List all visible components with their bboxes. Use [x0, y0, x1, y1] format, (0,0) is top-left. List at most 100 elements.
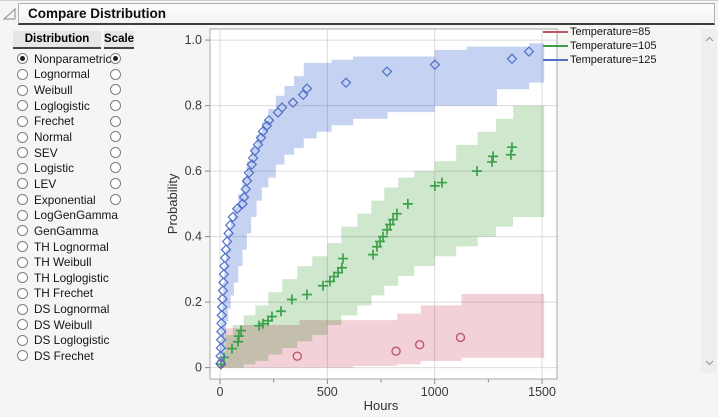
distribution-radio[interactable]: [17, 350, 28, 362]
distribution-radio[interactable]: [17, 147, 28, 159]
y-tick-label: 1.0: [185, 33, 202, 47]
distribution-column-header: Distribution: [13, 31, 101, 49]
scale-radio[interactable]: [110, 84, 121, 96]
distribution-row-lognormal: Lognormal: [13, 67, 178, 83]
distribution-radio[interactable]: [17, 334, 28, 346]
x-tick-label: 500: [317, 385, 338, 399]
distribution-radio[interactable]: [17, 272, 28, 284]
y-tick-label: 0.4: [185, 230, 202, 244]
distribution-row-th-weibull: TH Weibull: [13, 254, 178, 270]
distribution-label: Nonparametric: [34, 51, 112, 66]
distribution-row-weibull: Weibull: [13, 82, 178, 98]
outline-title-bar[interactable]: Compare Distribution: [18, 3, 715, 25]
distribution-label: Logistic: [34, 161, 74, 176]
distribution-row-ds-weibull: DS Weibull: [13, 317, 178, 333]
distribution-radio[interactable]: [17, 241, 28, 252]
legend-label: Temperature=85: [570, 26, 651, 38]
distribution-label: Normal: [34, 130, 73, 145]
vertical-scrollbar[interactable]: [701, 29, 717, 373]
distribution-row-sev: SEV: [13, 145, 178, 161]
distribution-radio[interactable]: [17, 84, 28, 96]
distribution-radio[interactable]: [17, 115, 28, 127]
distribution-row-loglogistic: Loglogistic: [13, 98, 178, 114]
distribution-radio[interactable]: [17, 178, 28, 190]
probability-plot: 0 500 1000 1500 1.0 0.8 0.6 0.4 0.2 0 Hours Probabi…: [165, 28, 558, 413]
distribution-radio[interactable]: [17, 319, 28, 331]
distribution-radio[interactable]: [17, 162, 28, 174]
distribution-label: DS Lognormal: [34, 302, 110, 317]
scale-radio[interactable]: [110, 178, 121, 190]
distribution-row-ds-frechet: DS Frechet: [13, 348, 178, 364]
distribution-label: LEV: [34, 176, 57, 191]
confidence-band-85: [225, 293, 545, 368]
axis-ticks: [205, 39, 543, 384]
distribution-label: Loglogistic: [34, 98, 90, 113]
distribution-label: DS Loglogistic: [34, 333, 110, 348]
confidence-band-125: [220, 43, 545, 368]
distribution-row-logistic: Logistic: [13, 160, 178, 176]
legend-line-swatch: [543, 31, 568, 33]
distribution-radio[interactable]: [17, 68, 28, 80]
y-tick-label: 0: [195, 361, 202, 375]
distribution-radio[interactable]: [17, 256, 28, 268]
scale-radio[interactable]: [110, 53, 121, 64]
x-tick-label: 1000: [421, 385, 449, 399]
distribution-label: Exponential: [34, 192, 96, 207]
distribution-row-th-frechet: TH Frechet: [13, 286, 178, 302]
distribution-list: Nonparametric Lognormal Weibull Loglogistic…: [13, 51, 178, 364]
plot-frame: [209, 28, 558, 380]
distribution-radio[interactable]: [17, 100, 28, 112]
series-markers-105: [216, 142, 517, 370]
scale-radio[interactable]: [110, 146, 121, 158]
legend-line-swatch: [543, 59, 568, 61]
scale-radio[interactable]: [110, 193, 121, 205]
distribution-row-lev: LEV: [13, 176, 178, 192]
distribution-row-frechet: Frechet: [13, 114, 178, 130]
distribution-radio[interactable]: [17, 194, 28, 206]
legend-item: Temperature=125: [543, 53, 657, 67]
x-tick-label: 1500: [528, 385, 556, 399]
scale-radio[interactable]: [110, 68, 121, 80]
scale-radio[interactable]: [110, 99, 121, 111]
distribution-label: Lognormal: [34, 67, 90, 82]
legend-line-swatch: [543, 45, 568, 47]
x-axis-label: Hours: [364, 398, 399, 413]
scale-column-header: Scale: [104, 31, 134, 49]
x-tick-label: 0: [217, 385, 224, 399]
distribution-label: TH Loglogistic: [34, 270, 109, 285]
y-tick-label: 0.8: [185, 99, 202, 113]
distribution-label: LogGenGamma: [34, 208, 118, 223]
distribution-row-ds-lognormal: DS Lognormal: [13, 301, 178, 317]
distribution-row-gengamma: GenGamma: [13, 223, 178, 239]
distribution-label: TH Weibull: [34, 255, 92, 270]
distribution-label: TH Frechet: [34, 286, 93, 301]
legend-item: Temperature=85: [543, 25, 657, 39]
disclosure-triangle-icon[interactable]: [3, 8, 16, 20]
distribution-label: DS Frechet: [34, 348, 94, 363]
distribution-radio[interactable]: [17, 225, 28, 237]
legend-item: Temperature=105: [543, 39, 657, 53]
distribution-radio[interactable]: [17, 53, 28, 65]
scroll-down-icon[interactable]: [701, 355, 717, 371]
scale-radio[interactable]: [110, 131, 121, 143]
distribution-label: GenGamma: [34, 223, 99, 238]
y-tick-label: 0.6: [185, 164, 202, 178]
distribution-label: TH Lognormal: [34, 239, 109, 254]
distribution-radio[interactable]: [17, 131, 28, 143]
scale-radio[interactable]: [110, 162, 121, 174]
distribution-row-loggengamma: LogGenGamma: [13, 207, 178, 223]
distribution-radio[interactable]: [17, 287, 28, 299]
distribution-row-ds-loglogistic: DS Loglogistic: [13, 333, 178, 349]
scroll-up-icon[interactable]: [701, 31, 717, 47]
distribution-row-th-loglogistic: TH Loglogistic: [13, 270, 178, 286]
distribution-row-exponential: Exponential: [13, 192, 178, 208]
distribution-radio[interactable]: [17, 303, 28, 315]
legend-label: Temperature=125: [570, 54, 657, 66]
distribution-radio[interactable]: [17, 209, 28, 221]
series-markers-125: [215, 46, 535, 370]
scale-radio[interactable]: [110, 115, 121, 127]
distribution-row-nonparametric: Nonparametric: [13, 51, 178, 67]
y-axis-label: Probability: [165, 173, 180, 234]
y-tick-label: 0.2: [185, 295, 202, 309]
